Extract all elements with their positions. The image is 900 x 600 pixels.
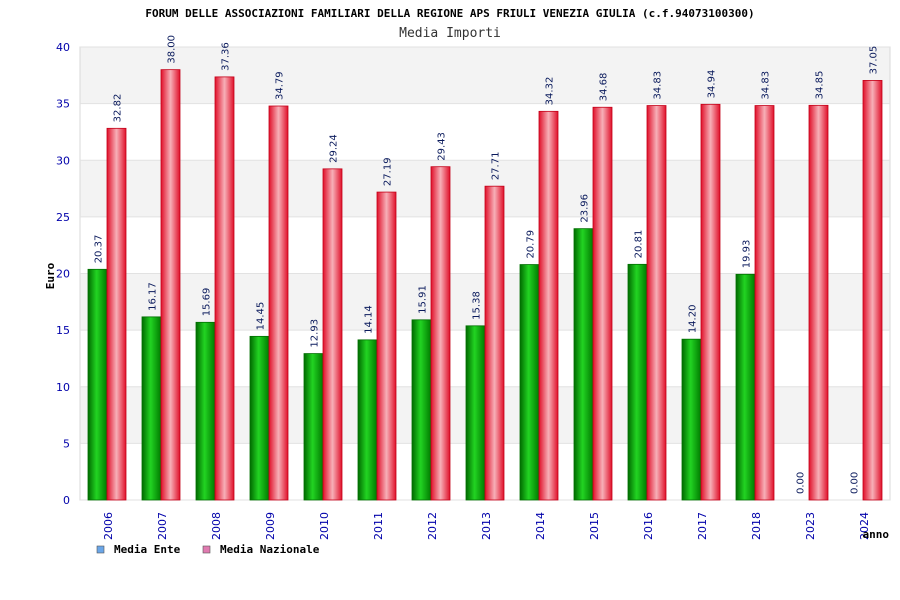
bar-media-nazionale-2013 (484, 185, 505, 501)
data-label: 32.82 (113, 94, 124, 123)
data-label: 0.00 (796, 472, 807, 494)
legend-swatch-media-ente (96, 545, 105, 554)
data-label: 29.24 (329, 134, 340, 163)
y-tick-label: 35 (56, 98, 70, 111)
data-label: 34.83 (653, 71, 664, 100)
y-axis-ticks: 0 5 10 15 20 25 30 35 40 (56, 41, 70, 507)
bar-media-ente-2017 (681, 338, 702, 501)
y-tick-label: 40 (56, 41, 70, 54)
bar-media-nazionale-2014 (538, 110, 559, 501)
x-tick-label: 2012 (426, 512, 439, 540)
data-label: 38.00 (167, 35, 178, 64)
bar-media-ente-2007 (141, 316, 162, 501)
bar-media-nazionale-2024 (862, 80, 883, 501)
bar-media-nazionale-2008 (214, 76, 235, 501)
data-label: 37.05 (869, 46, 880, 75)
x-tick-label: 2014 (534, 512, 547, 540)
bar-media-nazionale-2009 (268, 105, 289, 501)
y-axis-label: Euro (44, 262, 57, 289)
bar-media-ente-2009 (249, 335, 270, 501)
data-label: 34.32 (545, 77, 556, 106)
data-label: 34.68 (599, 73, 610, 102)
data-label: 34.83 (761, 71, 772, 100)
x-tick-label: 2016 (642, 512, 655, 540)
y-tick-label: 20 (56, 268, 70, 281)
data-label: 34.94 (707, 70, 718, 99)
data-label: 15.91 (418, 285, 429, 314)
x-axis-label: anno (863, 528, 890, 541)
bar-media-ente-2016 (627, 263, 648, 501)
x-axis-ticks: 2006 2007 2008 2009 2010 2011 2012 2013 2014 2015… (102, 512, 871, 540)
bar-media-nazionale-2010 (322, 168, 343, 501)
bar-media-nazionale-2012 (430, 166, 451, 501)
data-labels: 20.37 32.82 16.17 38.00 15.69 37.36 14.45 34.79… (94, 35, 880, 494)
data-label: 14.20 (688, 305, 699, 334)
x-tick-label: 2006 (102, 512, 115, 540)
y-tick-label: 10 (56, 381, 70, 394)
chart-title: FORUM DELLE ASSOCIAZIONI FAMILIARI DELLA… (145, 7, 754, 20)
bar-media-nazionale-2011 (376, 191, 397, 501)
data-label: 27.71 (491, 152, 502, 181)
x-tick-label: 2010 (318, 512, 331, 540)
y-tick-label: 15 (56, 324, 70, 337)
bars (87, 69, 883, 501)
bar-media-nazionale-2006 (106, 127, 127, 501)
legend-label-media-nazionale: Media Nazionale (220, 543, 320, 556)
bar-media-ente-2008 (195, 321, 216, 501)
data-label: 19.93 (742, 240, 753, 269)
x-tick-label: 2023 (804, 512, 817, 540)
bar-media-nazionale-2015 (592, 106, 613, 501)
data-label: 14.45 (256, 302, 267, 331)
x-tick-label: 2018 (750, 512, 763, 540)
x-tick-label: 2013 (480, 512, 493, 540)
bar-media-nazionale-2017 (700, 103, 721, 501)
bar-media-nazionale-2007 (160, 69, 181, 501)
x-tick-label: 2024 (858, 512, 871, 540)
x-tick-label: 2015 (588, 512, 601, 540)
legend: Media Ente Media Nazionale (96, 543, 320, 556)
data-label: 27.19 (383, 157, 394, 186)
data-label: 34.79 (275, 71, 286, 100)
y-tick-label: 0 (63, 494, 70, 507)
bar-media-ente-2011 (357, 339, 378, 501)
data-label: 20.81 (634, 230, 645, 259)
data-label: 14.14 (364, 305, 375, 334)
data-label: 0.00 (850, 472, 861, 494)
x-tick-label: 2007 (156, 512, 169, 540)
bar-media-ente-2013 (465, 325, 486, 501)
legend-swatch-media-nazionale (202, 545, 211, 554)
data-label: 23.96 (580, 194, 591, 223)
y-tick-label: 30 (56, 154, 70, 167)
bar-media-nazionale-2018 (754, 105, 775, 501)
bar-media-nazionale-2016 (646, 105, 667, 501)
data-label: 15.69 (202, 288, 213, 317)
bar-media-ente-2015 (573, 228, 594, 501)
chart-subtitle: Media Importi (399, 26, 501, 41)
y-tick-label: 5 (63, 437, 70, 450)
data-label: 20.79 (526, 230, 537, 259)
data-label: 12.93 (310, 319, 321, 348)
bar-media-ente-2012 (411, 319, 432, 501)
bar-media-ente-2018 (735, 273, 756, 501)
data-label: 20.37 (94, 235, 105, 264)
bar-media-ente-2014 (519, 264, 540, 501)
data-label: 15.38 (472, 291, 483, 320)
x-tick-label: 2017 (696, 512, 709, 540)
bar-media-ente-2010 (303, 353, 324, 501)
data-label: 34.85 (815, 71, 826, 100)
data-label: 29.43 (437, 132, 448, 161)
x-tick-label: 2011 (372, 512, 385, 540)
x-tick-label: 2009 (264, 512, 277, 540)
data-label: 16.17 (148, 282, 159, 311)
x-tick-label: 2008 (210, 512, 223, 540)
bar-media-nazionale-2023 (808, 104, 829, 501)
y-tick-label: 25 (56, 211, 70, 224)
legend-label-media-ente: Media Ente (114, 543, 181, 556)
bar-media-ente-2006 (87, 268, 108, 501)
data-label: 37.36 (221, 42, 232, 71)
